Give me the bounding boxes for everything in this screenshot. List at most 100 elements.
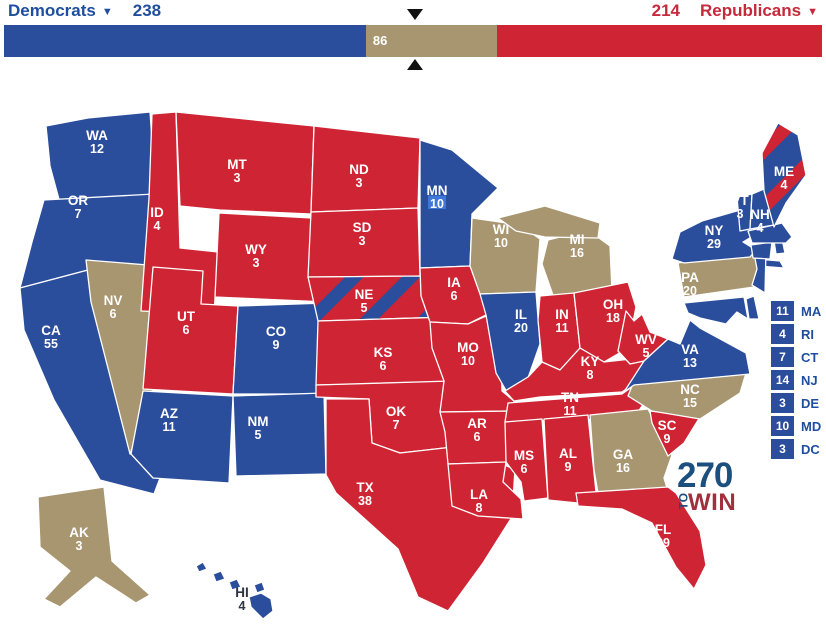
state-label-HI: HI 4 [235,585,249,613]
majority-marker-up-icon [406,59,423,70]
small-state-ev-CT: 7 [771,347,794,367]
state-VA[interactable] [623,319,751,393]
state-MI[interactable] [497,205,613,299]
state-label-WY: WY 3 [245,242,267,270]
state-label-OH: OH 18 [603,297,623,325]
democrats-dropdown[interactable]: Democrats ▼ 238 [8,1,161,21]
state-label-ND: ND 3 [349,162,369,190]
state-label-AR: AR 6 [467,416,487,444]
state-label-NH: NH 4 [750,207,770,235]
small-state-abbr-NJ: NJ [801,372,818,388]
state-label-CO: CO 9 [266,324,286,352]
logo-270-text: 270 [677,456,733,495]
chevron-down-icon: ▼ [807,6,818,18]
state-label-WA: WA 12 [86,128,108,156]
state-MA[interactable] [747,222,793,244]
state-AZ[interactable] [130,390,234,484]
logo-win-text: WIN [688,489,737,516]
small-state-ev-NJ: 14 [771,370,794,390]
state-MS[interactable] [504,418,549,502]
state-NM[interactable] [232,392,327,477]
dem-bar-segment [4,25,366,57]
state-label-MO: MO 10 [457,340,479,368]
democrats-label: Democrats [8,1,96,20]
state-label-GA: GA 16 [613,447,634,475]
state-WA[interactable] [45,111,157,204]
state-KY[interactable] [504,347,651,402]
state-label-TN: TN 11 [561,390,579,418]
state-LA[interactable] [447,461,524,520]
state-label-VT: VT 3 [731,193,749,221]
small-state-ev-RI: 4 [771,324,794,344]
state-label-NV: NV 6 [104,293,123,321]
small-state-row-NJ[interactable]: 14 NJ [771,370,821,390]
small-state-abbr-DE: DE [801,395,820,411]
state-label-NC: NC 15 [680,382,700,410]
democrats-ev-total: 238 [132,1,162,20]
state-label-TX: TX 38 [356,480,373,508]
state-label-PA: PA 20 [681,270,699,298]
state-label-IL: IL 20 [514,307,528,335]
ev-selection-highlight [428,195,446,209]
state-label-AZ: AZ 11 [160,406,178,434]
state-label-CA: CA 55 [41,323,61,351]
state-label-AL: AL 9 [559,446,577,474]
small-state-ev-MA: 11 [771,301,794,321]
state-label-SD: SD 3 [353,220,372,248]
state-label-NY: NY 29 [705,223,724,251]
state-FL[interactable] [575,486,707,590]
small-state-row-CT[interactable]: 7 CT [771,347,821,367]
republicans-label: Republicans [700,1,802,20]
small-state-ev-DE: 3 [771,393,794,413]
state-label-ID: ID 4 [150,205,164,233]
small-state-row-RI[interactable]: 4 RI [771,324,821,344]
republicans-ev-total: 214 [651,1,681,20]
state-label-KS: KS 6 [374,345,393,373]
state-label-KY: KY 8 [581,354,600,382]
state-label-MN: MN 10 [427,183,448,211]
state-WV[interactable] [617,310,669,365]
state-MD[interactable] [683,296,749,325]
small-state-row-DC[interactable]: 3 DC [771,439,821,459]
state-label-OR: OR 7 [68,193,89,221]
state-label-OK: OK 7 [386,404,407,432]
small-state-ev-DC: 3 [771,439,794,459]
state-label-IA: IA 6 [447,275,461,303]
majority-marker-down-icon [406,9,423,20]
small-state-abbr-RI: RI [801,326,814,342]
small-state-row-MA[interactable]: 11 MA [771,301,821,321]
state-label-IN: IN 11 [555,307,569,335]
state-label-ME: ME 4 [774,164,794,192]
state-label-VA: VA 13 [681,342,699,370]
state-label-FL: FL 29 [655,522,672,550]
small-state-abbr-DC: DC [801,441,820,457]
chevron-down-icon: ▼ [101,6,113,18]
state-label-MS: MS 6 [514,448,534,476]
small-state-row-MD[interactable]: 10 MD [771,416,821,436]
state-label-UT: UT 6 [177,309,196,337]
state-CO[interactable] [232,302,328,395]
small-state-ev-MD: 10 [771,416,794,436]
state-HI[interactable] [195,561,274,620]
state-CT[interactable] [750,241,773,260]
state-label-NM: NM 5 [248,414,269,442]
rep-bar-segment [496,25,822,57]
small-state-abbr-CT: CT [801,349,819,365]
state-label-LA: LA 8 [470,487,488,515]
tossup-bar-segment: 86 [365,25,497,57]
state-label-SC: SC 9 [658,418,677,446]
state-DE[interactable] [745,295,760,320]
state-ME[interactable] [761,122,807,228]
state-label-WV: WV 5 [635,332,657,360]
electoral-vote-bar: 86 [4,25,822,57]
state-AK[interactable] [37,486,151,608]
small-state-row-DE[interactable]: 3 DE [771,393,821,413]
small-state-abbr-MD: MD [801,418,822,434]
state-label-AK: AK 3 [69,525,89,553]
270towin-logo: 270 to WIN [677,458,736,515]
state-MT[interactable] [175,111,315,215]
small-state-abbr-MA: MA [801,303,822,319]
republicans-dropdown[interactable]: 214 Republicans ▼ [652,1,818,21]
